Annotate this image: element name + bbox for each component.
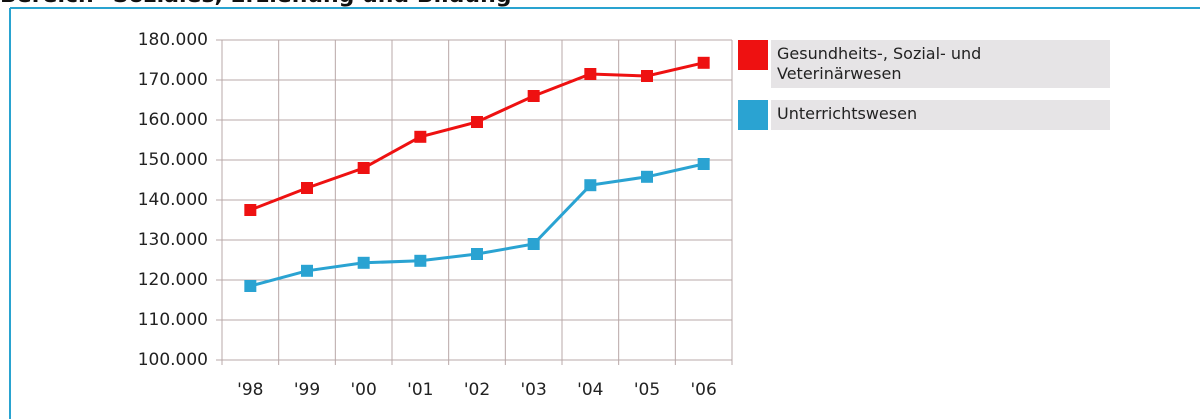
x-tick-label: '02 — [464, 380, 490, 400]
point — [584, 68, 597, 80]
y-tick-label: 140.000 — [138, 190, 208, 210]
point — [471, 116, 483, 128]
x-tick-label: '05 — [634, 380, 660, 400]
point — [641, 170, 653, 183]
series-line — [249, 162, 704, 288]
point — [527, 238, 540, 250]
y-tick-label: 180.000 — [138, 30, 208, 50]
chart-title: Bereich "Soziales, Erziehung und Bildung… — [0, 0, 523, 8]
x-tick-label: '99 — [294, 380, 320, 400]
y-tick-label: 160.000 — [138, 110, 208, 130]
x-tick-label: '04 — [577, 380, 603, 400]
legend-label: Gesundheits-, Sozial- und Veterinärwesen — [771, 40, 1110, 88]
y-tick-label: 120.000 — [138, 270, 208, 290]
point — [641, 70, 653, 82]
point — [414, 130, 427, 143]
point — [357, 256, 370, 269]
legend-swatch — [738, 100, 768, 130]
y-tick-label: 100.000 — [138, 350, 208, 370]
y-tick-label: 130.000 — [138, 230, 208, 250]
x-tick-label: '06 — [691, 380, 717, 400]
point — [471, 248, 483, 260]
series-line — [249, 61, 705, 212]
point — [697, 56, 710, 69]
legend-label: Unterrichtswesen — [771, 100, 1110, 130]
y-tick-label: 170.000 — [138, 70, 208, 90]
y-tick-label: 150.000 — [138, 150, 208, 170]
y-tick-label: 110.000 — [138, 310, 208, 330]
legend-swatch — [738, 40, 768, 70]
point — [697, 158, 710, 170]
x-tick-label: '98 — [237, 380, 263, 400]
x-tick-label: '00 — [351, 380, 377, 400]
point — [414, 254, 427, 267]
point — [584, 179, 597, 192]
point — [244, 204, 257, 216]
point — [527, 90, 540, 102]
point — [301, 264, 313, 277]
x-tick-label: '01 — [407, 380, 433, 400]
point — [244, 280, 257, 292]
legend-item: Unterrichtswesen — [738, 100, 1110, 130]
legend-item: Gesundheits-, Sozial- und Veterinärwesen — [738, 40, 1110, 88]
point — [301, 182, 313, 194]
point — [357, 162, 370, 174]
x-tick-label: '03 — [521, 380, 547, 400]
